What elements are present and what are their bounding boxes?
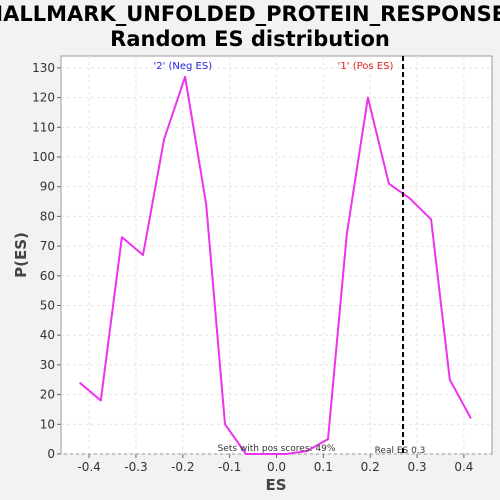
y-tick-label: 0: [47, 447, 55, 461]
y-tick-label: 10: [40, 417, 55, 431]
y-tick-label: 50: [40, 298, 55, 312]
x-tick-label: 0.3: [407, 460, 426, 474]
y-tick-label: 70: [40, 239, 55, 253]
neg-es-label: '2' (Neg ES): [153, 61, 212, 72]
y-axis-label: P(ES): [12, 232, 30, 278]
y-tick-label: 40: [40, 328, 55, 342]
x-tick-label: -0.2: [171, 460, 194, 474]
x-axis-label: ES: [265, 476, 286, 494]
pos-scores-annotation: Sets with pos scores: 49%: [218, 444, 336, 454]
x-tick-label: 0.1: [314, 460, 333, 474]
y-axis: 0 10 20 30 40 50 60 70 80 90 100 110 120 130: [32, 61, 61, 461]
chart-title-line2: Random ES distribution: [110, 27, 390, 51]
chart-title-line1: HALLMARK_UNFOLDED_PROTEIN_RESPONSE:: [0, 2, 500, 26]
y-tick-label: 80: [40, 209, 55, 223]
series-layer: [79, 75, 472, 455]
y-tick-label: 30: [40, 358, 55, 372]
y-tick-label: 130: [32, 61, 55, 75]
y-tick-label: 60: [40, 269, 55, 283]
pos-es-label: '1' (Pos ES): [338, 61, 394, 72]
grid-lines: [61, 56, 492, 455]
y-tick-label: 90: [40, 180, 55, 194]
real-es-label: Real ES 0.3: [375, 446, 426, 456]
x-tick-label: -0.4: [77, 460, 100, 474]
x-tick-label: -0.1: [218, 460, 241, 474]
y-tick-label: 120: [32, 91, 55, 105]
y-tick-label: 20: [40, 388, 55, 402]
y-tick-label: 100: [32, 150, 55, 164]
x-tick-label: 0.4: [454, 460, 473, 474]
x-axis: -0.4 -0.3 -0.2 -0.1 0.0 0.1 0.2 0.3 0.4: [77, 454, 473, 474]
series-line: [79, 75, 472, 455]
y-tick-label: 110: [32, 120, 55, 134]
x-tick-label: -0.3: [124, 460, 147, 474]
x-tick-label: 0.2: [361, 460, 380, 474]
x-tick-label: 0.0: [267, 460, 286, 474]
